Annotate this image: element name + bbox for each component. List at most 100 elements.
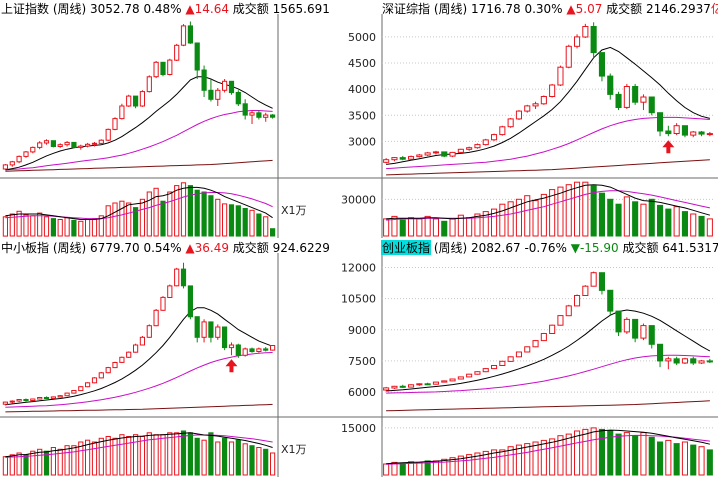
volume-bar	[524, 195, 531, 237]
candle-body	[424, 383, 431, 386]
price-tick-label: 3500	[348, 109, 376, 122]
index-change-value: ▲5.07	[566, 2, 602, 16]
candle-body	[85, 382, 91, 388]
volume-bar	[228, 441, 235, 476]
index-header: 深证综指 (周线) 1716.78 0.30% ▲5.07 成交额 2146.2…	[382, 1, 718, 16]
candle-body	[64, 392, 70, 397]
volume-bar	[640, 432, 647, 476]
volume-bar	[30, 215, 36, 237]
volume-bar	[263, 448, 269, 476]
volume-bar	[590, 427, 597, 476]
candle-body	[133, 344, 139, 353]
candle-body	[270, 114, 276, 118]
volume-bar	[194, 437, 200, 476]
volume-bar	[432, 218, 439, 237]
candle-body	[2, 401, 8, 405]
candle-body	[499, 126, 506, 136]
candle-body	[474, 144, 481, 149]
candle-body	[222, 80, 228, 91]
candle-body	[441, 151, 448, 157]
volume-bar	[598, 428, 606, 476]
index-panel-2: 3000 3500 4000 4500 5000 30000 深证综指 (周线) 1716.…	[330, 0, 718, 238]
candle-body	[665, 358, 672, 362]
volume-bar	[98, 215, 104, 237]
volume-bar	[263, 216, 269, 237]
volume-ma-slow-line	[386, 434, 710, 465]
volume-bar	[43, 216, 50, 237]
volume-bar	[665, 439, 672, 476]
turnover-unit: 亿	[711, 1, 718, 16]
candle-body	[598, 52, 606, 77]
volume-bar	[582, 428, 589, 476]
volume-unit-label: X1万	[281, 204, 307, 217]
panel-background	[0, 0, 330, 238]
candle-body	[256, 112, 262, 118]
candle-body	[222, 326, 228, 349]
candle-body	[657, 112, 664, 132]
candle-body	[119, 105, 125, 120]
price-tick-label: 4000	[348, 83, 376, 96]
volume-bar	[416, 218, 423, 237]
candle-body	[549, 324, 556, 335]
candle-body	[408, 384, 415, 388]
candle-body	[391, 157, 398, 161]
candle-body	[416, 383, 423, 386]
volume-bar	[91, 218, 98, 237]
volume-bar	[57, 219, 63, 237]
volume-ma-slow-line	[5, 434, 273, 458]
ma-mid-line	[5, 352, 273, 408]
candle-body	[174, 268, 180, 287]
price-tick-label: 3000	[348, 135, 376, 148]
volume-ma-fast-line	[386, 429, 711, 465]
volume-ma-fast-line	[386, 184, 711, 220]
volume-bar	[491, 208, 498, 237]
price-tick-label: 12000	[341, 261, 376, 274]
volume-bar	[208, 195, 214, 237]
candle-body	[50, 396, 56, 399]
volume-bar	[153, 434, 159, 476]
volume-bar	[146, 191, 152, 237]
ma-short-line	[5, 76, 273, 171]
candle-body	[383, 387, 390, 391]
candle-body	[180, 268, 187, 287]
candle-body	[432, 381, 439, 385]
volume-bar	[235, 205, 241, 237]
candle-body	[607, 289, 614, 312]
candle-body	[540, 333, 547, 342]
volume-ma-fast-line	[5, 432, 273, 458]
index-name: 创业板指	[382, 240, 430, 255]
turnover-value: 2146.2937	[646, 2, 711, 16]
volume-bar	[160, 200, 166, 237]
volume-bar	[228, 204, 235, 237]
candle-body	[383, 159, 390, 163]
volume-bar	[499, 449, 506, 476]
candle-body	[491, 365, 498, 370]
candle-body	[98, 139, 104, 144]
volume-bar	[648, 198, 655, 237]
turnover-value: 924.6229	[273, 241, 330, 255]
volume-bar	[681, 211, 689, 237]
candle-body	[23, 399, 29, 401]
candle-body	[85, 143, 91, 147]
volume-bar	[449, 457, 456, 476]
volume-bar	[657, 204, 664, 237]
volume-bar	[532, 441, 539, 476]
volume-bar	[441, 458, 448, 476]
volume-tick-label: 30000	[341, 193, 376, 206]
volume-bar	[565, 433, 572, 476]
volume-bar	[78, 441, 84, 476]
volume-bar	[432, 460, 439, 476]
volume-bar	[515, 444, 523, 476]
price-tick-label: 10500	[341, 293, 376, 306]
candle-body	[235, 344, 241, 356]
volume-bar	[71, 445, 77, 476]
volume-bar	[623, 432, 630, 476]
volume-bar	[167, 432, 173, 476]
volume-bar	[180, 430, 187, 476]
volume-bar	[557, 435, 564, 476]
volume-bar	[408, 461, 415, 476]
index-name: 中小板指	[1, 240, 49, 255]
index-last-change: 1716.78 0.30%	[471, 2, 566, 16]
index-last-change: 6779.70 0.54%	[90, 241, 185, 255]
volume-bar	[515, 198, 523, 237]
